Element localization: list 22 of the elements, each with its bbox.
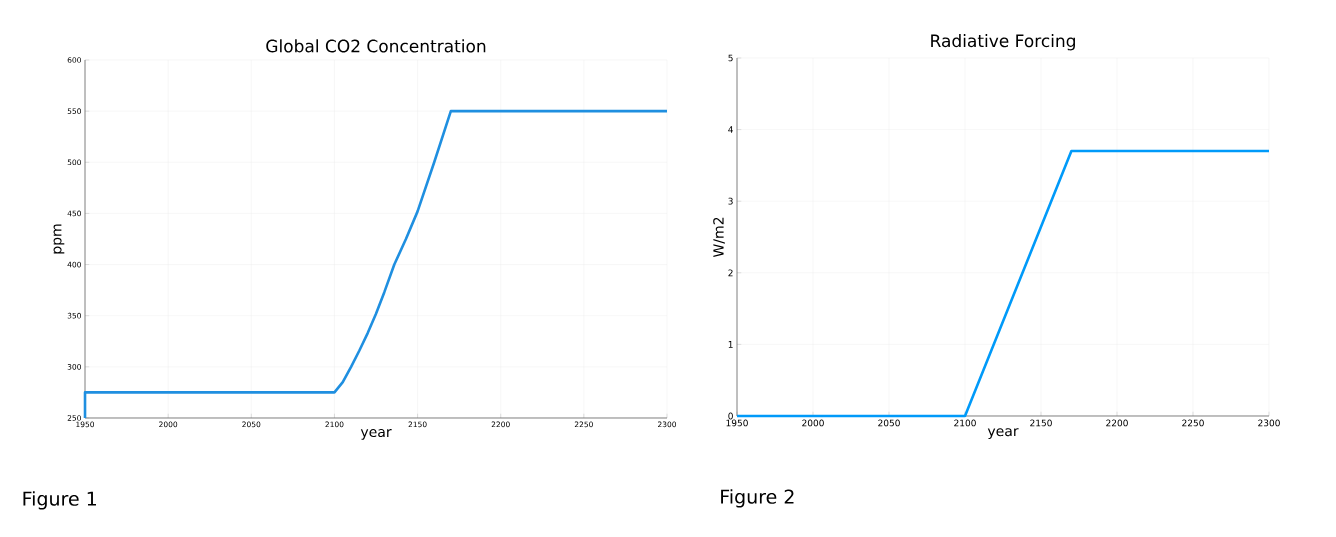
y-tick-label: 4 (728, 126, 733, 133)
x-tick-label: 2250 (1182, 419, 1204, 427)
y-tick-label: 3 (728, 197, 733, 205)
caption: Figure 2 (721, 489, 794, 508)
x-axis-title: year (360, 429, 392, 440)
y-tick-label: 2 (728, 269, 733, 277)
x-tick-label: 2050 (878, 419, 900, 427)
y-tick-label: 5 (728, 54, 733, 62)
x-tick-label: 2300 (1258, 419, 1280, 427)
x-axis-title: year (987, 428, 1019, 439)
caption: Figure 1 (23, 491, 96, 510)
x-tick-label: 2000 (802, 419, 824, 427)
x-tick-label: 2150 (1030, 419, 1052, 427)
chart-title: Global CO2 Concentration (266, 39, 486, 53)
y-axis-title: ppm (53, 224, 65, 254)
x-tick-label: 2200 (1106, 419, 1128, 427)
chart-title: Radiative Forcing (931, 34, 1075, 51)
x-tick-label: 1950 (726, 419, 748, 427)
x-tick-label: 2100 (954, 419, 976, 427)
y-tick-label: 0 (728, 412, 733, 420)
y-axis-title: W/m2 (713, 217, 725, 258)
y-tick-label: 1 (728, 341, 733, 348)
